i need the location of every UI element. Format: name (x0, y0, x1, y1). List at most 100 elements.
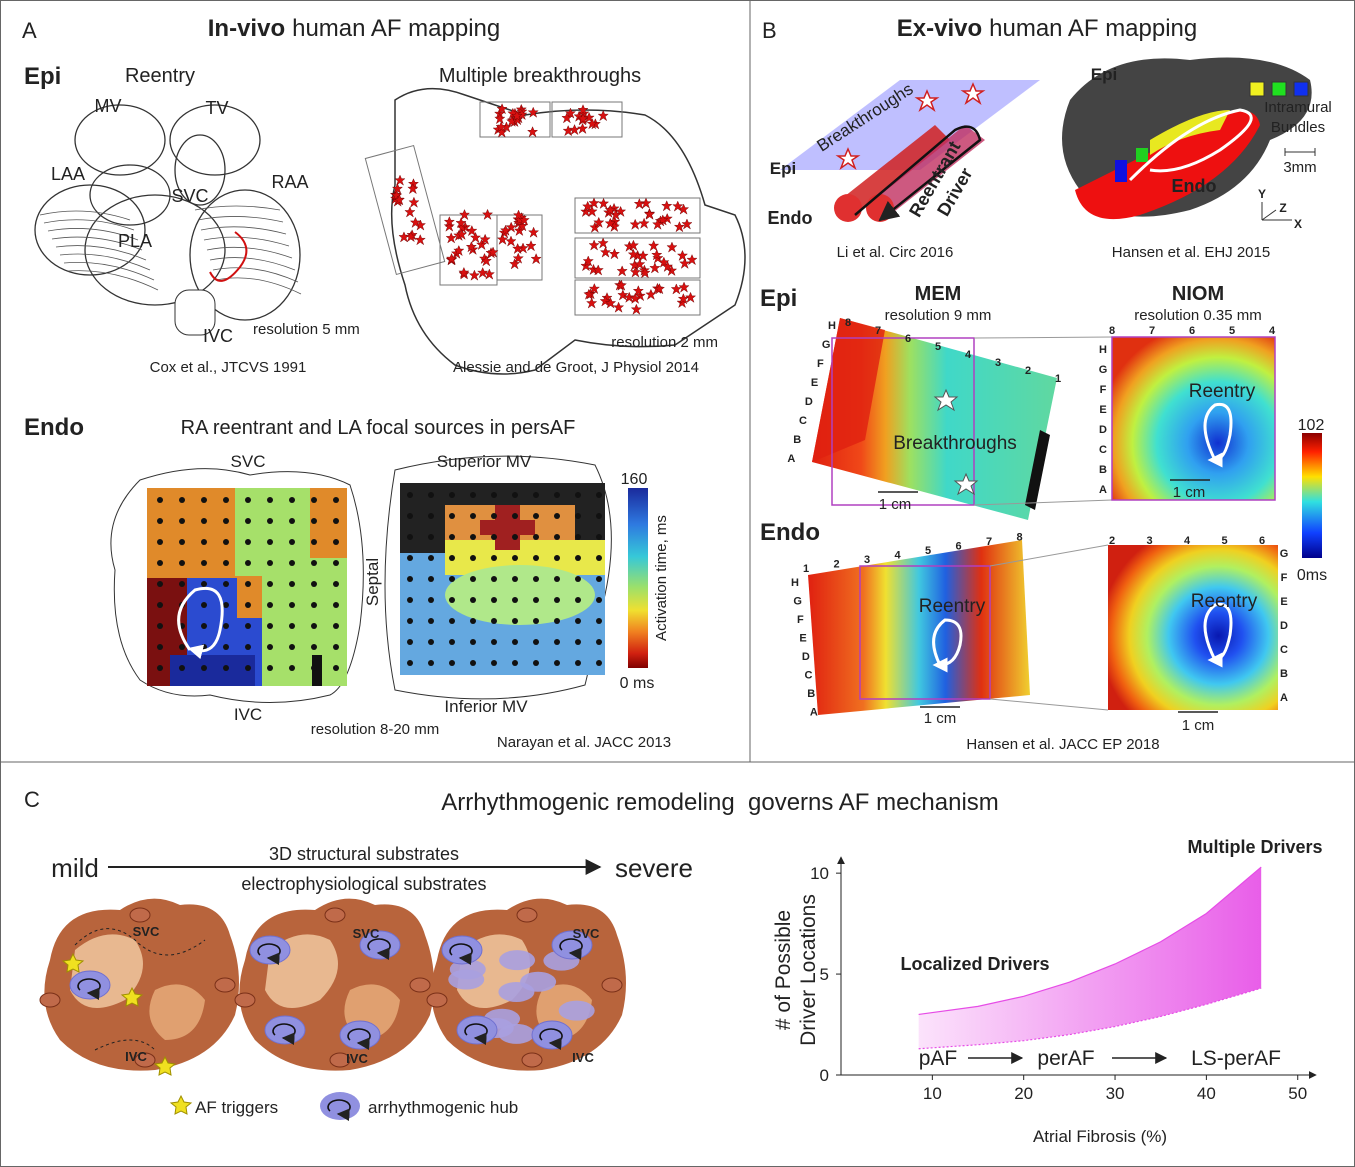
electrode (533, 618, 539, 624)
electrode (179, 497, 185, 503)
label: 3 (1146, 535, 1152, 547)
electrode (554, 660, 560, 666)
label: B (793, 434, 801, 446)
title-rest: human AF mapping (989, 15, 1197, 42)
electrode (554, 555, 560, 561)
electrode (596, 513, 602, 519)
electrode (575, 555, 581, 561)
label: C (24, 787, 40, 812)
label: F (1100, 384, 1107, 396)
label: F (1281, 572, 1288, 584)
electrode (223, 665, 229, 671)
label: resolution 5 mm (253, 321, 360, 338)
arrhythmogenic-hub (532, 1021, 572, 1049)
fibrosis-patch (498, 1024, 534, 1044)
arrhythmogenic-hub (442, 936, 482, 964)
label: Bundles (1271, 119, 1325, 136)
label: Alessie and de Groot, J Physiol 2014 (453, 359, 699, 376)
label: resolution 2 mm (611, 334, 718, 351)
label: 20 (1014, 1084, 1033, 1103)
label: 2 (833, 559, 839, 571)
electrode (223, 602, 229, 608)
label: Y (1258, 187, 1266, 201)
label: C (799, 415, 807, 427)
label: 0 ms (620, 675, 655, 692)
label: 7 (986, 536, 992, 548)
breakthrough-star (649, 241, 659, 251)
breakthrough-star (469, 270, 479, 280)
label: F (797, 614, 804, 626)
label: Epi (760, 285, 797, 312)
label: resolution 0.35 mm (1134, 307, 1262, 324)
breakthrough-star (614, 302, 624, 312)
electrode (449, 555, 455, 561)
label: 6 (955, 541, 961, 553)
electrode (491, 639, 497, 645)
electrode (407, 618, 413, 624)
breakthrough-star (409, 197, 419, 207)
breakthrough-star (630, 219, 640, 229)
electrode (512, 492, 518, 498)
breakthrough-star (679, 282, 689, 292)
label: Localized Drivers (900, 954, 1049, 974)
fibrosis-patch (520, 972, 556, 992)
electrode (157, 644, 163, 650)
label: G (822, 339, 831, 351)
arrhythmogenic-hub (265, 1016, 305, 1044)
breakthrough-star (662, 201, 672, 211)
label: 7 (875, 325, 881, 337)
label: MEM (915, 283, 962, 305)
legend-hub (320, 1092, 360, 1120)
electrode (470, 639, 476, 645)
electrode (245, 518, 251, 524)
label: C (805, 670, 813, 682)
electrode (428, 639, 434, 645)
title-bold: Ex-vivo (897, 15, 982, 42)
label: 8 (1016, 532, 1022, 544)
electrode (289, 560, 295, 566)
electrode (470, 555, 476, 561)
label: 1 (803, 563, 809, 575)
label: D (1099, 424, 1107, 436)
page: 10203040500510Atrial Fibrosis (%)# of Po… (0, 0, 1355, 1167)
electrode (596, 660, 602, 666)
electrode-box (365, 146, 444, 275)
electrode (333, 644, 339, 650)
electrode (407, 534, 413, 540)
electrode (223, 623, 229, 629)
electrode (596, 618, 602, 624)
isochrone (201, 227, 286, 234)
label: Li et al. Circ 2016 (837, 244, 954, 261)
label: 5 (1229, 325, 1235, 337)
breakthrough-star (529, 227, 539, 237)
fibrosis-patch (499, 950, 535, 970)
label: D (805, 396, 813, 408)
label: 160 (621, 471, 648, 488)
label: 50 (1288, 1084, 1307, 1103)
breakthrough-star (598, 111, 608, 121)
label: Endo (1172, 176, 1217, 196)
label: Z (1279, 201, 1286, 215)
label: 4 (1184, 535, 1191, 547)
electrode (596, 597, 602, 603)
electrode (201, 623, 207, 629)
breakthrough-star (408, 184, 418, 194)
label: 40 (1197, 1084, 1216, 1103)
electrode (223, 560, 229, 566)
electrode (512, 576, 518, 582)
electrode (554, 597, 560, 603)
label: RAA (271, 172, 308, 192)
label: 1 cm (1173, 484, 1206, 501)
electrode (428, 513, 434, 519)
label: 6 (905, 333, 911, 345)
electrode (289, 497, 295, 503)
label: IVC (203, 326, 233, 346)
electrode (449, 513, 455, 519)
electrode (554, 534, 560, 540)
electrode (245, 560, 251, 566)
electrode (333, 539, 339, 545)
label: Epi (24, 63, 61, 90)
electrode (596, 576, 602, 582)
electrode (449, 597, 455, 603)
electrode (245, 602, 251, 608)
